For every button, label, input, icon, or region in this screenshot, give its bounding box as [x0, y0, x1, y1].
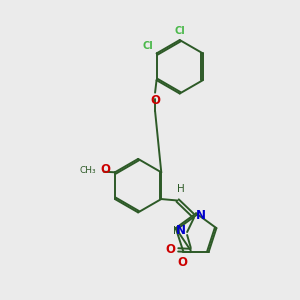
Text: N: N: [176, 224, 186, 237]
Text: O: O: [100, 164, 110, 176]
Text: CH₃: CH₃: [79, 166, 96, 175]
Text: N: N: [196, 209, 206, 222]
Text: O: O: [151, 94, 161, 107]
Text: H: H: [177, 184, 185, 194]
Text: O: O: [177, 256, 187, 269]
Text: Cl: Cl: [142, 41, 153, 51]
Text: Cl: Cl: [174, 26, 185, 37]
Text: O: O: [165, 243, 175, 256]
Text: H: H: [173, 226, 181, 236]
